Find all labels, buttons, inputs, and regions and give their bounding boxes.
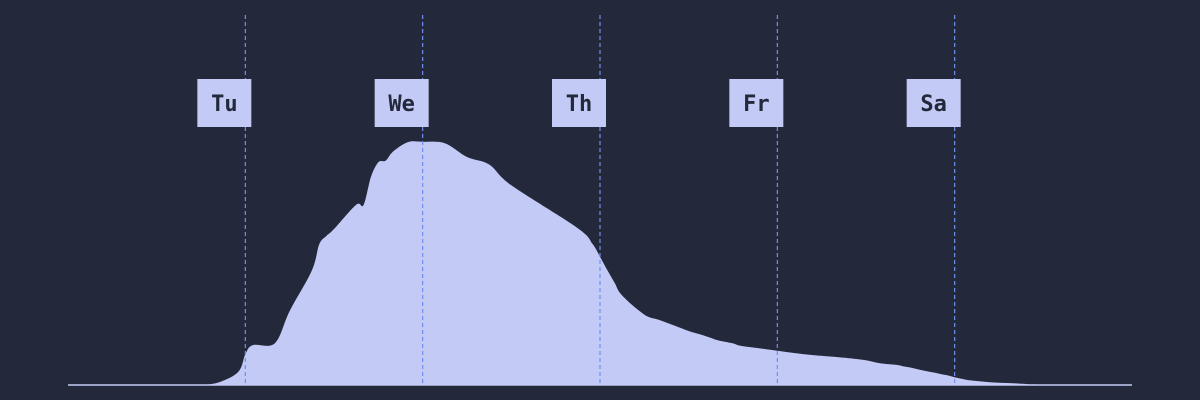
day-label-box-fr — [729, 79, 784, 127]
day-label-box-we — [374, 79, 429, 127]
day-marker-we: We — [374, 15, 429, 385]
day-marker-sa: Sa — [906, 15, 961, 385]
day-marker-th: Th — [552, 15, 606, 385]
day-label-box-th — [552, 79, 606, 127]
day-label-th: Th — [566, 92, 593, 117]
day-label-tu: Tu — [211, 92, 238, 117]
day-label-box-tu — [197, 79, 252, 127]
day-label-we: We — [388, 92, 415, 117]
day-label-fr: Fr — [743, 92, 770, 117]
day-label-sa: Sa — [920, 92, 947, 117]
day-marker-fr: Fr — [729, 15, 784, 385]
day-label-box-sa — [906, 79, 961, 127]
day-marker-tu: Tu — [197, 15, 252, 385]
